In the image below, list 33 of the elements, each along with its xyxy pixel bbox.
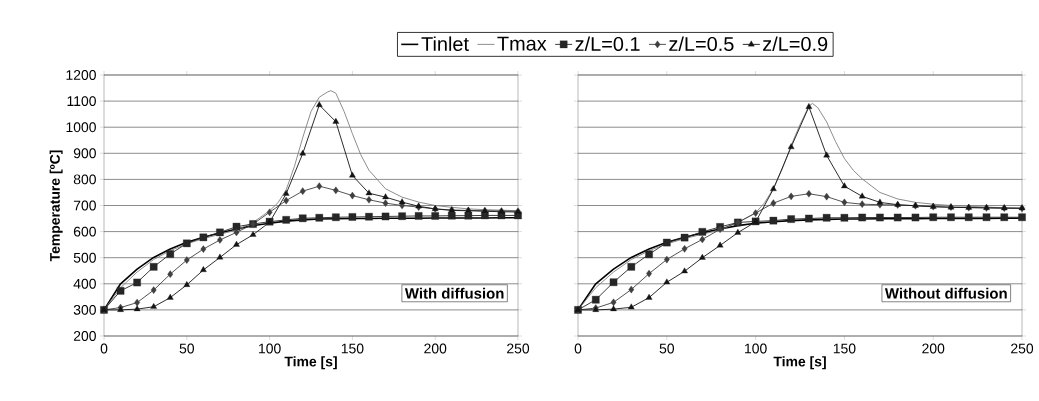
x-tick-label: 150 [341, 343, 364, 354]
y-tick-label: 500 [73, 252, 96, 263]
x-tick-label: 50 [179, 343, 195, 354]
x-tick-label: 100 [259, 343, 281, 354]
x-tick-label: 200 [922, 343, 945, 354]
legend-label: z/L=0.1 [575, 36, 640, 52]
y-axis-title: Temperature [ºC] [49, 150, 63, 262]
legend-label: z/L=0.5 [669, 36, 734, 52]
legend-label: z/L=0.9 [763, 36, 828, 52]
y-tick-label: 1200 [66, 70, 96, 80]
x-tick-label: 250 [1011, 343, 1034, 354]
y-tick-label: 400 [73, 278, 96, 289]
y-tick-label: 200 [73, 331, 96, 341]
x-tick-label: 200 [424, 343, 447, 354]
x-tick-label: 0 [100, 343, 108, 354]
x-tick-label: 100 [745, 343, 767, 354]
annotation: Without diffusion [884, 287, 1007, 299]
y-tick-label: 300 [73, 304, 96, 315]
legend-label: Tmax [497, 36, 547, 51]
y-tick-label: 1100 [67, 96, 96, 107]
y-tick-label: 900 [73, 148, 96, 159]
y-tick-label: 700 [73, 200, 96, 211]
x-axis-title: Time [s] [773, 356, 826, 370]
x-tick-label: 150 [833, 343, 856, 354]
x-tick-label: 50 [659, 343, 675, 354]
annotation: With diffusion [404, 287, 504, 299]
x-axis-title: Time [s] [284, 356, 337, 370]
y-tick-label: 800 [73, 174, 96, 185]
y-tick-label: 600 [73, 226, 96, 237]
y-tick-label: 1000 [66, 122, 96, 133]
x-tick-label: 0 [574, 343, 582, 354]
legend-label: Tinlet [421, 36, 469, 52]
x-tick-label: 250 [507, 343, 530, 354]
